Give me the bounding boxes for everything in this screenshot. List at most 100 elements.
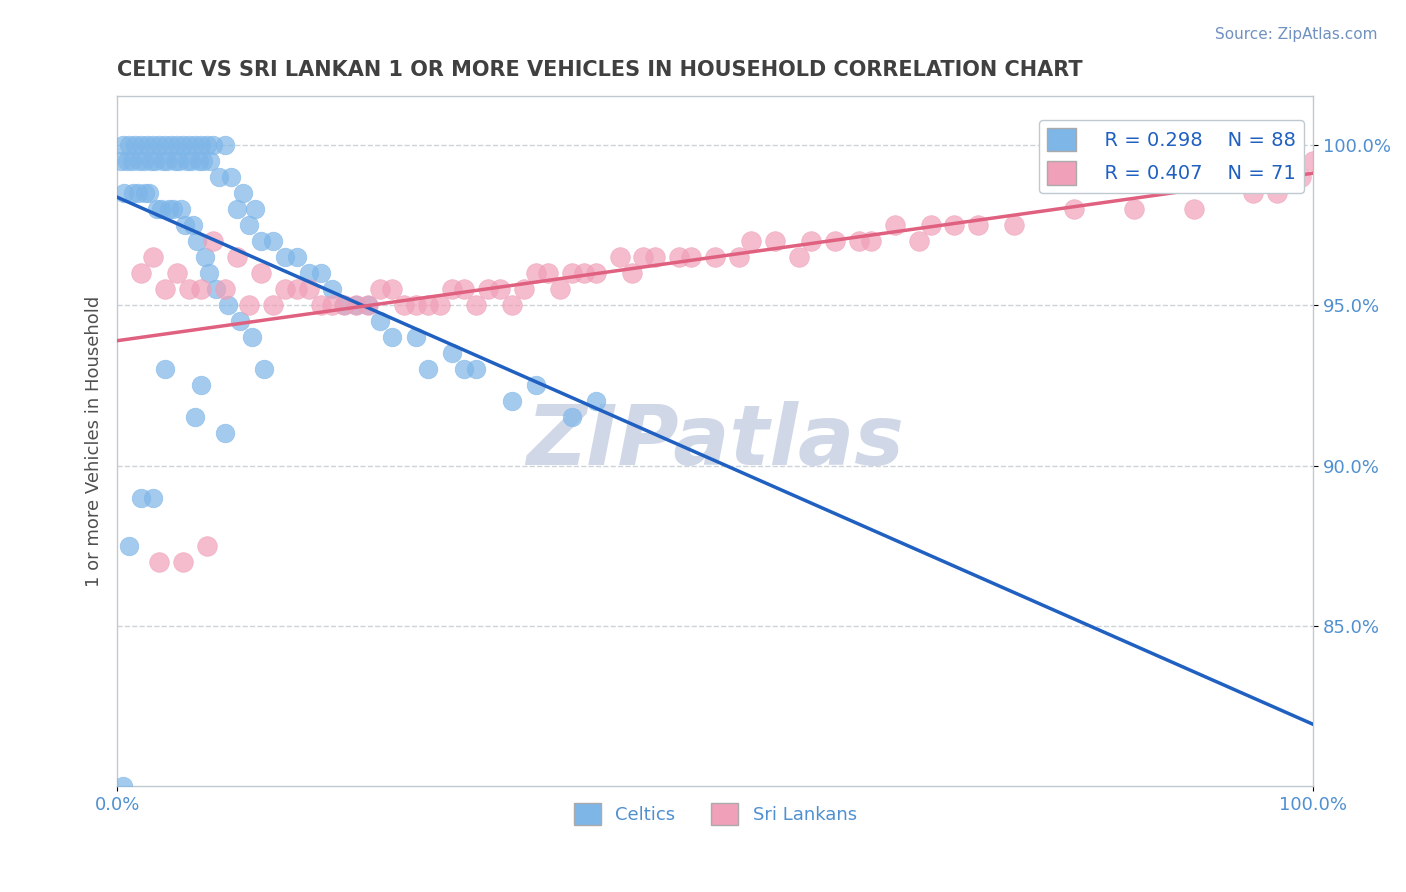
Point bbox=[501, 394, 523, 409]
Point bbox=[381, 282, 404, 296]
Point bbox=[190, 378, 212, 392]
Point bbox=[273, 282, 295, 296]
Point bbox=[620, 266, 643, 280]
Point bbox=[524, 378, 547, 392]
Point bbox=[238, 218, 260, 232]
Point bbox=[162, 202, 184, 216]
Point bbox=[219, 169, 242, 184]
Point bbox=[585, 266, 607, 280]
Point bbox=[1302, 153, 1324, 168]
Point bbox=[1243, 186, 1265, 200]
Point bbox=[166, 266, 188, 280]
Point bbox=[418, 298, 440, 312]
Point bbox=[297, 266, 319, 280]
Point bbox=[240, 330, 263, 344]
Point bbox=[357, 298, 380, 312]
Point bbox=[381, 330, 404, 344]
Point bbox=[285, 282, 308, 296]
Point bbox=[160, 137, 183, 152]
Point bbox=[633, 250, 655, 264]
Point bbox=[225, 202, 247, 216]
Point bbox=[344, 298, 367, 312]
Point bbox=[585, 394, 607, 409]
Point bbox=[139, 153, 162, 168]
Point bbox=[142, 250, 165, 264]
Point bbox=[153, 137, 176, 152]
Point bbox=[129, 491, 152, 505]
Point bbox=[644, 250, 666, 264]
Point bbox=[370, 314, 392, 328]
Point bbox=[127, 186, 149, 200]
Point bbox=[441, 346, 464, 360]
Point bbox=[153, 362, 176, 376]
Point bbox=[201, 137, 224, 152]
Point bbox=[883, 218, 905, 232]
Point bbox=[115, 153, 138, 168]
Point bbox=[309, 266, 332, 280]
Point bbox=[166, 137, 188, 152]
Point bbox=[943, 218, 966, 232]
Legend: Celtics, Sri Lankans: Celtics, Sri Lankans bbox=[567, 797, 865, 832]
Point bbox=[153, 282, 176, 296]
Point bbox=[193, 250, 215, 264]
Point bbox=[273, 250, 295, 264]
Point bbox=[513, 282, 536, 296]
Point bbox=[150, 202, 173, 216]
Point bbox=[1063, 202, 1085, 216]
Point bbox=[441, 282, 464, 296]
Point bbox=[200, 153, 222, 168]
Point bbox=[668, 250, 690, 264]
Point bbox=[370, 282, 392, 296]
Point bbox=[118, 137, 141, 152]
Point bbox=[465, 298, 488, 312]
Point bbox=[249, 266, 271, 280]
Text: ZIPatlas: ZIPatlas bbox=[526, 401, 904, 482]
Point bbox=[321, 298, 343, 312]
Point bbox=[205, 282, 228, 296]
Point bbox=[309, 298, 332, 312]
Point bbox=[297, 282, 319, 296]
Point bbox=[121, 153, 143, 168]
Point bbox=[920, 218, 942, 232]
Point bbox=[357, 298, 380, 312]
Point bbox=[907, 234, 929, 248]
Point bbox=[172, 555, 194, 569]
Point bbox=[253, 362, 276, 376]
Point bbox=[238, 298, 260, 312]
Point bbox=[193, 153, 215, 168]
Point bbox=[190, 137, 212, 152]
Point bbox=[262, 298, 284, 312]
Point bbox=[134, 186, 156, 200]
Point bbox=[184, 410, 207, 425]
Point bbox=[333, 298, 356, 312]
Point bbox=[344, 298, 367, 312]
Point bbox=[394, 298, 416, 312]
Point bbox=[548, 282, 571, 296]
Point bbox=[138, 186, 160, 200]
Point bbox=[859, 234, 882, 248]
Point bbox=[142, 137, 165, 152]
Point bbox=[1267, 186, 1289, 200]
Point bbox=[195, 539, 218, 553]
Point bbox=[728, 250, 751, 264]
Point bbox=[967, 218, 990, 232]
Point bbox=[429, 298, 451, 312]
Point bbox=[110, 153, 132, 168]
Point bbox=[405, 330, 427, 344]
Point bbox=[501, 298, 523, 312]
Point bbox=[118, 539, 141, 553]
Point bbox=[214, 137, 236, 152]
Point bbox=[453, 282, 475, 296]
Point bbox=[157, 202, 180, 216]
Point bbox=[232, 186, 254, 200]
Text: Source: ZipAtlas.com: Source: ZipAtlas.com bbox=[1215, 27, 1378, 42]
Point bbox=[201, 234, 224, 248]
Point bbox=[180, 153, 202, 168]
Point bbox=[148, 137, 170, 152]
Point bbox=[681, 250, 703, 264]
Point bbox=[145, 153, 167, 168]
Point bbox=[740, 234, 762, 248]
Point bbox=[187, 153, 209, 168]
Point bbox=[477, 282, 499, 296]
Point bbox=[1002, 218, 1025, 232]
